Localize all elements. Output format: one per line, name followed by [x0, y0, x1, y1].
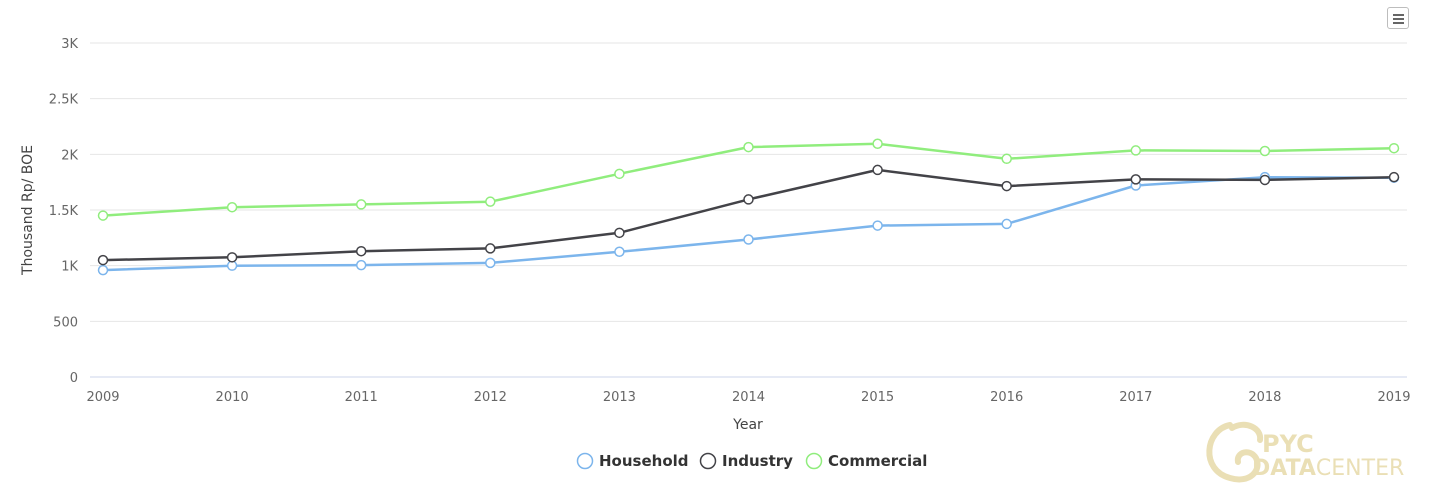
data-point-commercial[interactable] [355, 199, 367, 210]
x-tick-label: 2009 [86, 390, 119, 405]
legend-label-household: Household [599, 452, 689, 470]
data-point-commercial[interactable] [1388, 142, 1400, 154]
hamburger-line [1393, 18, 1404, 20]
hamburger-menu-icon [1393, 14, 1404, 16]
watermark-data: DATA [1252, 456, 1316, 481]
data-point-commercial[interactable] [1130, 145, 1142, 156]
data-point-industry[interactable] [97, 254, 109, 266]
y-tick-label: 1K [61, 260, 78, 275]
legend-label-commercial: Commercial [828, 452, 927, 470]
data-point-industry[interactable] [614, 227, 625, 239]
data-point-commercial[interactable] [485, 196, 496, 207]
data-point-industry[interactable] [226, 252, 238, 263]
legend-item-industry[interactable]: Industry [699, 452, 794, 470]
data-point-industry[interactable] [743, 194, 754, 205]
x-tick-label: 2017 [1119, 390, 1152, 405]
series-lines [102, 142, 1395, 272]
y-tick-label: 2K [61, 148, 78, 163]
data-point-commercial[interactable] [97, 210, 109, 221]
data-point-industry[interactable] [1259, 174, 1271, 186]
chart-menu-button[interactable] [1387, 7, 1409, 29]
grid [90, 42, 1407, 378]
y-tick-label: 1.5K [49, 204, 79, 219]
series-line-industry[interactable] [102, 168, 1395, 262]
x-tick-label: 2014 [732, 390, 765, 405]
x-tick-label: 2016 [990, 390, 1023, 405]
data-point-household[interactable] [614, 246, 625, 257]
legend: Household Industry Commercial [576, 452, 928, 470]
data-point-commercial[interactable] [1259, 145, 1271, 157]
x-tick-label: 2013 [603, 390, 636, 405]
x-tick-label: 2015 [861, 390, 894, 405]
data-point-industry[interactable] [355, 245, 367, 257]
x-tick-label: 2011 [345, 390, 378, 405]
series-points [97, 138, 1400, 276]
data-point-household[interactable] [743, 234, 754, 245]
x-tick-label: 2010 [216, 390, 249, 405]
data-point-commercial[interactable] [226, 201, 238, 213]
x-tick-label: 2012 [474, 390, 507, 405]
data-point-industry[interactable] [485, 243, 496, 254]
data-point-household[interactable] [485, 257, 496, 269]
legend-item-household[interactable]: Household [576, 452, 689, 470]
y-tick-label: 3K [61, 37, 78, 52]
legend-marker-industry [699, 452, 717, 470]
watermark-line2: DATACENTER [1252, 456, 1404, 481]
data-point-commercial[interactable] [743, 141, 754, 153]
watermark-swirl-icon [1206, 421, 1264, 483]
hamburger-line [1393, 22, 1404, 24]
data-point-household[interactable] [97, 264, 109, 276]
data-point-household[interactable] [355, 259, 367, 271]
data-point-industry[interactable] [1130, 174, 1142, 185]
data-point-commercial[interactable] [614, 168, 625, 180]
watermark-center: CENTER [1316, 456, 1404, 481]
legend-item-commercial[interactable]: Commercial [805, 452, 928, 470]
y-tick-label: 500 [53, 315, 78, 330]
data-point-industry[interactable] [1001, 180, 1012, 192]
y-axis-ticks: 0 500 1K 1.5K 2K 2.5K 3K [49, 37, 79, 386]
data-point-industry[interactable] [1388, 171, 1400, 183]
series-line-household[interactable] [102, 175, 1395, 272]
legend-label-industry: Industry [722, 452, 793, 470]
data-point-commercial[interactable] [872, 138, 883, 150]
watermark-line1: PYC [1262, 430, 1314, 458]
data-point-industry[interactable] [872, 164, 883, 176]
x-axis-title: Year [732, 417, 763, 433]
x-tick-label: 2019 [1377, 390, 1410, 405]
x-axis: 2009 2010 2011 2012 2013 2014 2015 2016 2017 2018… [86, 390, 1410, 405]
x-tick-label: 2018 [1248, 390, 1281, 405]
data-point-household[interactable] [872, 220, 883, 231]
y-tick-label: 2.5K [49, 93, 79, 108]
watermark-logo: PYC DATACENTER [1206, 421, 1404, 483]
y-axis-title: Thousand Rp/ BOE [20, 145, 36, 276]
data-point-household[interactable] [1001, 218, 1012, 230]
data-point-commercial[interactable] [1001, 153, 1012, 165]
legend-marker-household [576, 452, 594, 470]
y-tick-label: 0 [70, 371, 78, 386]
legend-marker-commercial [805, 452, 823, 470]
